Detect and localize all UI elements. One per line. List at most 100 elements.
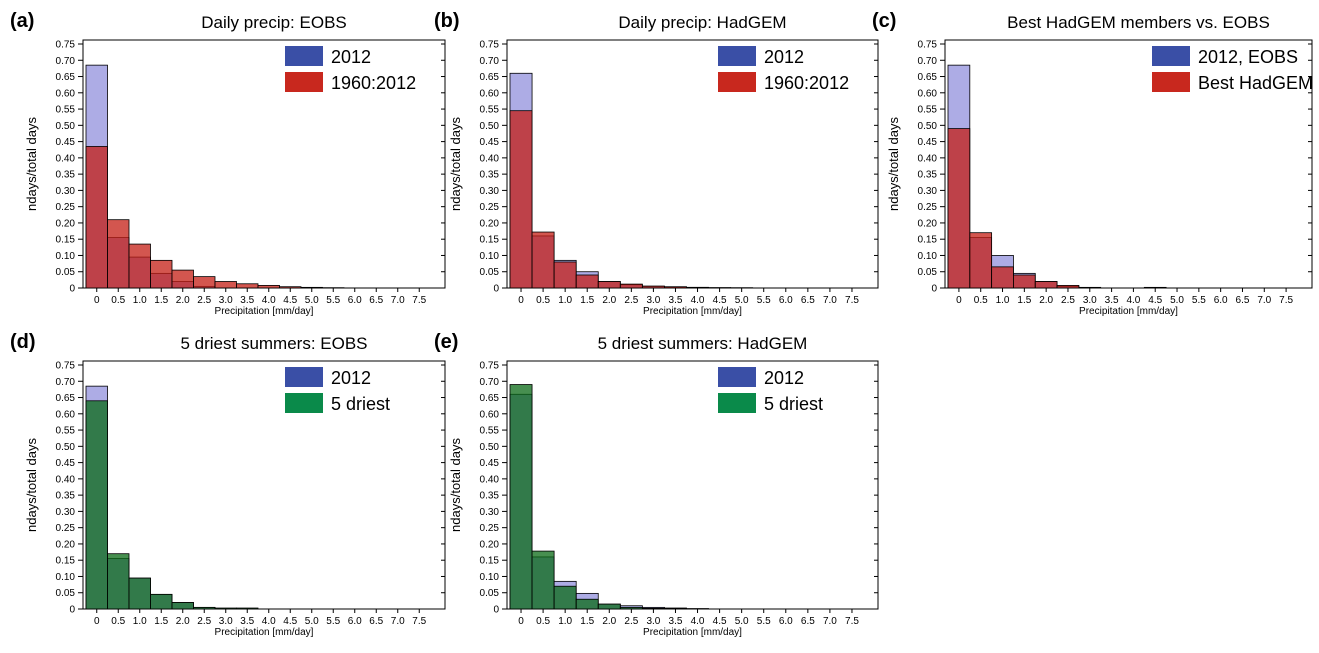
y-tick-label: 0.70	[56, 377, 76, 388]
x-tick-label: 0	[518, 295, 524, 306]
x-tick-label: 2.5	[197, 295, 211, 306]
x-tick-label: 3.5	[669, 295, 683, 306]
x-tick-label: 7.0	[823, 616, 837, 627]
y-tick-label: 0.10	[56, 572, 76, 583]
y-tick-label: 0	[493, 605, 499, 616]
bar-red	[85, 146, 108, 289]
chart-title: Daily precip: HadGEM	[618, 13, 786, 32]
bar-green	[641, 607, 665, 610]
bar-green	[193, 606, 216, 610]
x-tick-label: 6.5	[369, 616, 383, 627]
x-tick-label: 1.0	[996, 295, 1010, 306]
y-tick-label: 0.60	[480, 409, 500, 420]
x-tick-label: 6.0	[779, 295, 793, 306]
y-tick-label: 0.10	[480, 572, 500, 583]
y-tick-label: 0.35	[480, 491, 500, 502]
x-axis-label: Precipitation [mm/day]	[215, 627, 314, 638]
x-tick-label: 2.0	[176, 616, 190, 627]
y-tick-label: 0.15	[480, 556, 500, 567]
legend-entry: 1960:2012	[331, 73, 416, 93]
y-axis-label: ndays/total days	[24, 438, 39, 532]
x-tick-label: 0	[518, 616, 524, 627]
chart-panel-4: 0 0.05 0.10 0.15 0.20 0.25 0.30 0.35 0.40 0.45 0.5…	[434, 331, 879, 638]
bar-green	[128, 577, 151, 610]
x-tick-label: 4.5	[713, 295, 727, 306]
chart-panel-3: 0 0.05 0.10 0.15 0.20 0.25 0.30 0.35 0.40 0.45 0.5…	[10, 331, 446, 638]
legend-entry: 2012	[764, 47, 804, 67]
y-tick-label: 0.25	[918, 202, 938, 213]
legend-swatch-blue	[285, 367, 323, 387]
y-tick-label: 0.25	[480, 523, 500, 534]
y-tick-label: 0.20	[918, 218, 938, 229]
y-tick-label: 0.55	[480, 105, 500, 116]
bar-red	[664, 286, 687, 289]
bar-red	[279, 286, 302, 289]
x-axis-label: Precipitation [mm/day]	[215, 306, 314, 317]
y-tick-label: 0.40	[918, 153, 938, 164]
y-tick-label: 0.45	[918, 137, 938, 148]
chart-panel-1: 0 0.05 0.10 0.15 0.20 0.25 0.30 0.35 0.40 0.45 0.5…	[434, 10, 879, 317]
bar-red	[553, 261, 577, 289]
x-tick-label: 2.0	[602, 295, 616, 306]
x-tick-label: 4.5	[283, 616, 297, 627]
x-tick-label: 7.5	[845, 616, 859, 627]
bar-red	[641, 285, 665, 289]
y-tick-label: 0.25	[56, 523, 76, 534]
chart-panel-0: 0 0.05 0.10 0.15 0.20 0.25 0.30 0.35 0.40 0.45 0.5…	[10, 10, 446, 317]
legend-swatch-blue	[718, 367, 756, 387]
x-tick-label: 4.0	[262, 295, 276, 306]
x-tick-label: 0.5	[536, 295, 550, 306]
legend-entry: 2012, EOBS	[1198, 47, 1298, 67]
bar-green	[575, 598, 599, 610]
legend-swatch-red	[285, 72, 323, 92]
bar-green	[150, 593, 173, 610]
x-tick-label: 4.0	[691, 295, 705, 306]
x-tick-label: 0.5	[536, 616, 550, 627]
y-tick-label: 0.55	[56, 105, 76, 116]
bar-green	[171, 602, 194, 610]
x-tick-label: 5.0	[1170, 295, 1184, 306]
x-tick-label: 3.0	[646, 616, 660, 627]
y-tick-label: 0.20	[480, 539, 500, 550]
panel-label: (d)	[10, 331, 36, 353]
y-tick-label: 0.35	[480, 170, 500, 181]
y-tick-label: 0.35	[918, 170, 938, 181]
x-tick-label: 7.0	[1257, 295, 1271, 306]
x-tick-label: 2.0	[602, 616, 616, 627]
x-axis-label: Precipitation [mm/day]	[1079, 306, 1178, 317]
x-tick-label: 7.5	[845, 295, 859, 306]
chart-title: 5 driest summers: EOBS	[180, 334, 367, 353]
bar-red	[509, 110, 533, 289]
bar-red	[150, 259, 173, 289]
x-tick-label: 7.5	[412, 616, 426, 627]
bar-red	[969, 232, 993, 289]
y-tick-label: 0.65	[918, 72, 938, 83]
chart-title: Daily precip: EOBS	[201, 13, 347, 32]
panel-label: (e)	[434, 331, 458, 353]
x-tick-label: 6.5	[801, 295, 815, 306]
bar-green	[214, 607, 237, 610]
x-tick-label: 0.5	[974, 295, 988, 306]
x-axis-label: Precipitation [mm/day]	[643, 306, 742, 317]
plot-frame	[944, 39, 1313, 289]
x-tick-label: 6.0	[779, 616, 793, 627]
bar-red	[575, 274, 599, 289]
y-tick-label: 0.70	[480, 56, 500, 67]
bar-red	[531, 231, 555, 289]
y-tick-label: 0.45	[480, 458, 500, 469]
x-tick-label: 2.0	[1039, 295, 1053, 306]
legend-swatch-blue	[718, 46, 756, 66]
y-tick-label: 0.25	[56, 202, 76, 213]
x-tick-label: 3.5	[240, 295, 254, 306]
legend-entry: 1960:2012	[764, 73, 849, 93]
bar-green	[509, 384, 533, 610]
bar-red	[257, 284, 280, 289]
legend-swatch-green	[285, 393, 323, 413]
bar-red	[1143, 286, 1167, 289]
plot-frame	[82, 360, 446, 610]
y-axis-label: ndays/total days	[448, 438, 463, 532]
bar-red	[1056, 284, 1080, 289]
y-tick-label: 0.60	[56, 88, 76, 99]
legend-entry: 2012	[331, 368, 371, 388]
